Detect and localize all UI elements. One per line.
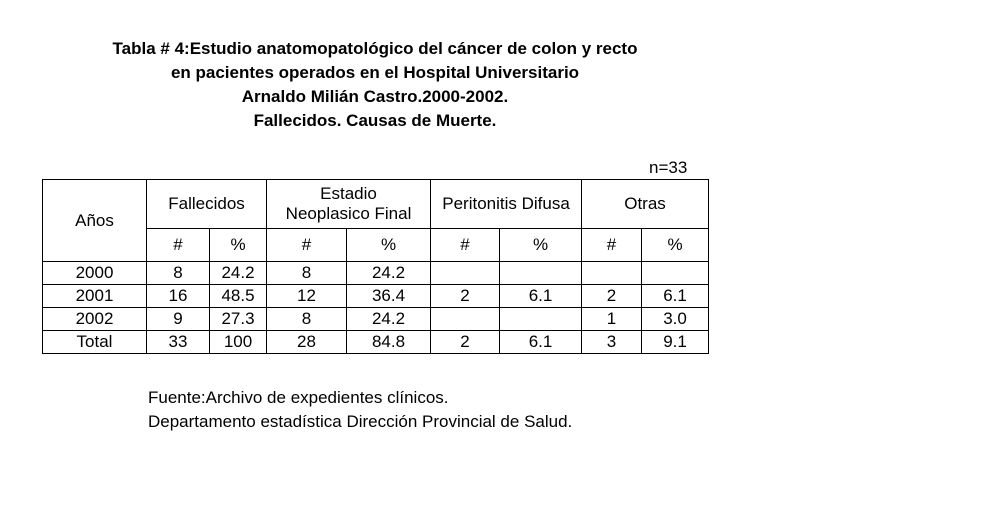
table-cell: 33 xyxy=(146,330,210,354)
table-cell: 3 xyxy=(581,330,643,354)
table-cell: 24.2 xyxy=(346,261,432,285)
header-years: Años xyxy=(42,179,147,262)
table-cell: 1 xyxy=(581,307,643,331)
table-cell: 27.3 xyxy=(208,307,268,331)
table-cell xyxy=(430,307,501,331)
table-cell: 2 xyxy=(430,330,501,354)
table-row-total: Total 33 100 28 84.8 2 6.1 3 9.1 xyxy=(42,330,710,354)
table-cell: 6.1 xyxy=(499,284,583,308)
year-cell: 2000 xyxy=(42,261,147,285)
table-row: 2000 8 24.2 8 24.2 xyxy=(42,261,710,285)
title-line-4: Fallecidos. Causas de Muerte. xyxy=(253,111,497,130)
mortality-table: Años Fallecidos Estadio Neoplasico Final… xyxy=(42,179,710,354)
year-cell: 2002 xyxy=(42,307,147,331)
title-line-2: en pacientes operados en el Hospital Uni… xyxy=(170,63,580,82)
table-cell: 6.1 xyxy=(641,284,710,308)
source-line-2: Departamento estadística Dirección Provi… xyxy=(148,412,573,431)
header-peritonitis-difusa: Peritonitis Difusa xyxy=(430,179,583,229)
table-cell: 9 xyxy=(146,307,210,331)
header-estadio-neoplasico: Estadio Neoplasico Final xyxy=(266,179,432,229)
table-cell: 8 xyxy=(266,261,348,285)
total-label-cell: Total xyxy=(42,330,147,354)
table-cell xyxy=(641,261,710,285)
table-cell: 12 xyxy=(266,284,348,308)
subheader-cell: # xyxy=(146,228,210,262)
table-cell: 36.4 xyxy=(346,284,432,308)
table-cell: 28 xyxy=(266,330,348,354)
table-cell: 84.8 xyxy=(346,330,432,354)
header-estadio-line-2: Neoplasico Final xyxy=(285,204,412,223)
header-estadio-line-1: Estadio xyxy=(320,184,377,203)
title-line-1: Tabla # 4:Estudio anatomopatológico del … xyxy=(112,39,638,58)
table-cell: 2 xyxy=(430,284,501,308)
header-row-groups: Años Fallecidos Estadio Neoplasico Final… xyxy=(42,179,710,262)
table-cell: 8 xyxy=(146,261,210,285)
source-line-1: Fuente:Archivo de expedientes clínicos. xyxy=(148,388,449,407)
table-cell xyxy=(430,261,501,285)
table-row: 2002 9 27.3 8 24.2 1 3.0 xyxy=(42,307,710,331)
table-cell xyxy=(499,261,583,285)
table-cell: 2 xyxy=(581,284,643,308)
table-cell: 48.5 xyxy=(208,284,268,308)
table-cell xyxy=(581,261,643,285)
header-row-sub: # % # % # % # % xyxy=(43,228,710,262)
table-cell: 8 xyxy=(266,307,348,331)
table-cell: 16 xyxy=(146,284,210,308)
title-line-3: Arnaldo Milián Castro.2000-2002. xyxy=(241,87,509,106)
table-cell: 3.0 xyxy=(641,307,710,331)
subheader-cell: # xyxy=(581,228,643,262)
table-cell xyxy=(499,307,583,331)
subheader-cell: % xyxy=(346,228,432,262)
subheader-cell: % xyxy=(499,228,583,262)
source-note: Fuente:Archivo de expedientes clínicos. … xyxy=(148,386,572,434)
header-otras: Otras xyxy=(581,179,710,229)
table-cell: 9.1 xyxy=(641,330,710,354)
table-row: 2001 16 48.5 12 36.4 2 6.1 2 6.1 xyxy=(42,284,710,308)
sample-size-label: n=33 xyxy=(649,158,688,177)
subheader-cell: % xyxy=(641,228,710,262)
subheader-cell: # xyxy=(266,228,348,262)
subheader-cell: # xyxy=(430,228,501,262)
header-fallecidos: Fallecidos xyxy=(145,179,268,229)
table-cell: 6.1 xyxy=(499,330,583,354)
subheader-cell: % xyxy=(208,228,268,262)
table-cell: 24.2 xyxy=(346,307,432,331)
year-cell: 2001 xyxy=(42,284,147,308)
table-title: Tabla # 4:Estudio anatomopatológico del … xyxy=(0,37,750,133)
table-cell: 24.2 xyxy=(208,261,268,285)
table-cell: 100 xyxy=(208,330,268,354)
